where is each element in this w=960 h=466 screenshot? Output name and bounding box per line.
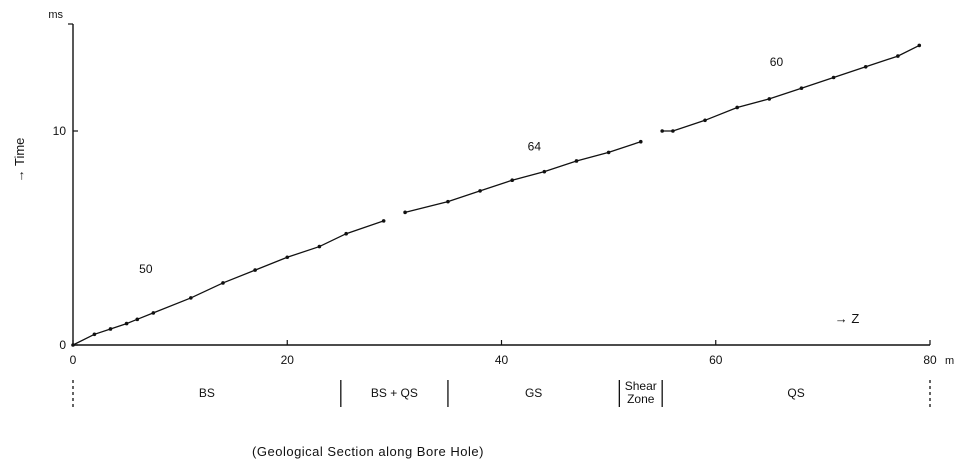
data-point — [574, 159, 579, 163]
data-point — [542, 169, 547, 174]
y-axis-title: → Time — [12, 138, 27, 183]
series-slope-label: 50 — [139, 262, 153, 276]
section-label: Shear — [625, 379, 657, 393]
data-point — [510, 178, 515, 183]
series-line — [72, 220, 384, 346]
data-point — [767, 97, 772, 101]
x-tick-label: 40 — [495, 353, 509, 367]
chart-caption: (Geological Section along Bore Hole) — [252, 444, 484, 459]
data-point — [285, 255, 290, 260]
data-point — [831, 75, 836, 80]
data-point — [735, 105, 739, 110]
x-unit-label: m — [945, 355, 954, 367]
data-point — [446, 199, 450, 204]
data-point — [703, 118, 707, 123]
section-label: Zone — [627, 392, 655, 406]
x-axis-title: → Z — [835, 311, 860, 326]
data-point — [660, 129, 664, 133]
data-point — [124, 321, 129, 326]
y-tick-label: 0 — [59, 338, 66, 352]
data-point — [151, 311, 156, 315]
x-tick-label: 0 — [70, 353, 77, 367]
data-point — [135, 317, 140, 322]
data-point — [638, 139, 643, 144]
data-point — [221, 281, 225, 285]
data-point — [671, 129, 675, 133]
data-point — [799, 86, 804, 90]
data-point — [108, 327, 113, 331]
data-point — [403, 210, 407, 215]
data-point — [189, 296, 193, 300]
data-point — [863, 65, 868, 69]
data-point — [917, 43, 922, 48]
data-point — [92, 332, 97, 337]
data-point — [381, 219, 386, 223]
axes-group: 0 20 40 60 80 m 0 10 ms → Time → Z — [12, 9, 954, 367]
data-point — [71, 343, 75, 347]
x-tick-label: 80 — [923, 353, 937, 367]
data-point — [317, 244, 322, 249]
data-point — [253, 268, 257, 272]
series-slope-label: 60 — [770, 55, 784, 69]
y-unit-label: ms — [48, 9, 63, 21]
data-point — [478, 189, 482, 193]
y-tick-label: 10 — [53, 124, 67, 138]
section-label: BS + QS — [371, 386, 418, 400]
series-slope-label: 64 — [528, 140, 542, 154]
x-tick-label: 60 — [709, 353, 723, 367]
data-point — [896, 54, 900, 58]
section-label: QS — [787, 386, 804, 400]
x-tick-label: 20 — [281, 353, 295, 367]
series-group: 50 64 60 — [71, 43, 922, 347]
section-label: GS — [525, 386, 542, 400]
data-point — [344, 231, 348, 236]
series-line — [662, 44, 920, 132]
data-point — [606, 150, 611, 155]
section-label: BS — [199, 386, 215, 400]
series-line — [404, 141, 641, 213]
